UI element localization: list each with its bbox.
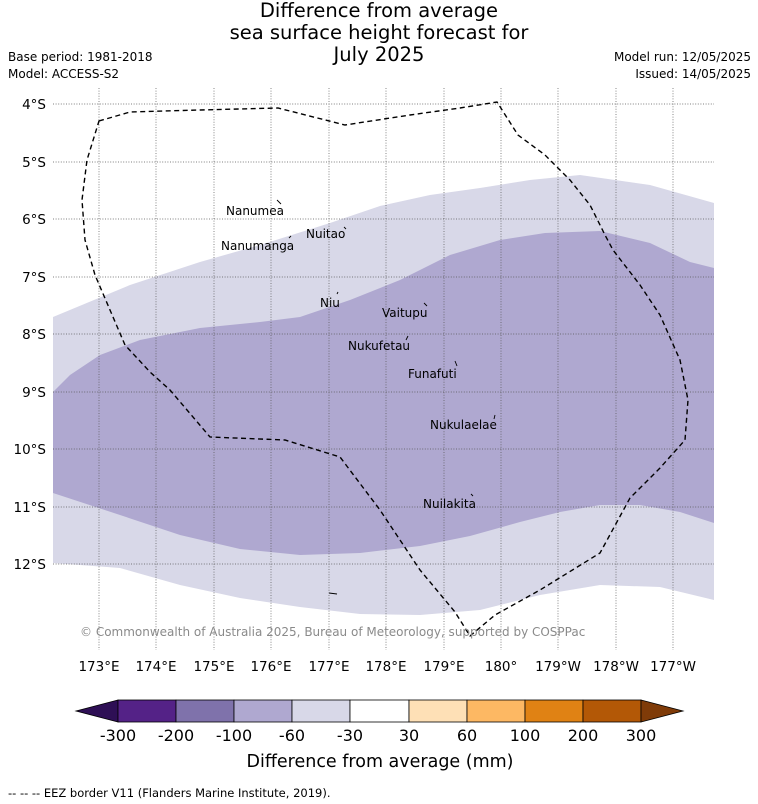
colorbar-tick-label: 200 (568, 726, 599, 745)
map-area: Nanumea Nuitao Nanumanga Niu Vaitupu Nuk… (53, 88, 714, 650)
lat-tick-label: 7°S (22, 270, 46, 286)
colorbar-segment (524, 699, 584, 723)
island-shape (288, 235, 292, 239)
island-shape (328, 592, 338, 595)
lon-tick-label: 179°E (423, 659, 464, 675)
lon-tick-label: 180° (485, 659, 518, 675)
lat-tick-label: 4°S (22, 97, 46, 113)
lat-tick-label: 8°S (22, 327, 46, 343)
colorbar-segment (408, 699, 468, 723)
eez-border (81, 101, 689, 638)
lon-tick-label: 178°W (593, 659, 639, 675)
chart-title: Difference from average sea surface heig… (0, 0, 758, 66)
place-label: Nanumea (226, 204, 284, 218)
lon-gridlines (98, 88, 674, 650)
colorbar-segment (175, 699, 235, 723)
model-label: Model: ACCESS-S2 (8, 67, 120, 81)
lat-tick-label: 9°S (22, 385, 46, 401)
colorbar-extend-high (640, 699, 685, 723)
colorbar-segment (466, 699, 526, 723)
colorbar-tick-label: -30 (337, 726, 363, 745)
place-label: Nuitao (306, 227, 345, 241)
eez-footnote: -- -- -- EEZ border V11 (Flanders Marine… (8, 786, 331, 800)
place-label: Niu (320, 296, 340, 310)
colorbar-title: Difference from average (mm) (246, 752, 513, 772)
lon-tick-label: 174°E (135, 659, 176, 675)
lat-gridlines (53, 103, 714, 565)
place-label: Funafuti (408, 367, 457, 381)
issued-label: Issued: 14/05/2025 (635, 67, 751, 81)
base-period-label: Base period: 1981-2018 (8, 50, 153, 64)
lat-tick-label: 10°S (14, 442, 47, 458)
lat-tick-label: 5°S (22, 155, 46, 171)
title-line-2: sea surface height forecast for (229, 21, 529, 44)
colorbar-segment (117, 699, 177, 723)
island-shape (405, 335, 409, 341)
lon-tick-label: 178°E (365, 659, 406, 675)
island-shape (276, 199, 282, 205)
lat-tick-label: 6°S (22, 212, 46, 228)
place-label: Nukufetau (348, 339, 410, 353)
anomaly-band-medium (53, 231, 714, 555)
copyright-text: © Commonwealth of Australia 2025, Bureau… (80, 625, 585, 639)
colorbar-tick-label: -200 (158, 726, 194, 745)
meta-right: Model run: 12/05/2025 Issued: 14/05/2025 (614, 49, 751, 83)
lon-tick-label: 177°E (308, 659, 349, 675)
colorbar-tick-label: 30 (399, 726, 419, 745)
island-shape (336, 291, 339, 295)
colorbar-segment (291, 699, 351, 723)
island-shape (454, 360, 458, 367)
lat-tick-label: 11°S (14, 500, 47, 516)
colorbar-tick-label: 100 (510, 726, 541, 745)
title-line-1: Difference from average (259, 0, 499, 22)
meta-left: Base period: 1981-2018 Model: ACCESS-S2 (8, 49, 153, 83)
island-shape (470, 493, 474, 497)
colorbar-segment (349, 699, 410, 723)
colorbar-tick-label: -300 (100, 726, 136, 745)
island-shape (493, 414, 496, 420)
colorbar (74, 699, 685, 723)
colorbar-extend-low (74, 699, 119, 723)
colorbar-ticks: -300 -200 -100 -60 -30 30 60 100 200 300 (100, 726, 656, 745)
colorbar-tick-label: 60 (457, 726, 477, 745)
place-label: Nanumanga (221, 239, 294, 253)
colorbar-tick-label: -60 (279, 726, 305, 745)
lat-tick-label: 12°S (14, 557, 47, 573)
colorbar-segment (233, 699, 293, 723)
colorbar-segment (582, 699, 642, 723)
colorbar-tick-label: 300 (626, 726, 657, 745)
island-shape (343, 226, 347, 230)
place-label: Nuilakita (423, 497, 476, 511)
lat-axis: 4°S 5°S 6°S 7°S 8°S 9°S 10°S 11°S 12°S (14, 97, 47, 573)
lon-tick-label: 173°E (78, 659, 119, 675)
lon-tick-label: 175°E (193, 659, 234, 675)
lon-axis: 173°E 174°E 175°E 176°E 177°E 178°E 179°… (78, 659, 695, 675)
lon-tick-label: 179°W (535, 659, 581, 675)
colorbar-tick-label: -100 (216, 726, 252, 745)
lon-tick-label: 176°E (250, 659, 291, 675)
lon-tick-label: 177°W (650, 659, 696, 675)
place-label: Nukulaelae (430, 418, 497, 432)
island-shape (423, 302, 428, 307)
model-run-label: Model run: 12/05/2025 (613, 50, 751, 64)
place-label: Vaitupu (382, 306, 428, 320)
title-line-3: July 2025 (333, 43, 425, 66)
island-markers (276, 199, 496, 595)
